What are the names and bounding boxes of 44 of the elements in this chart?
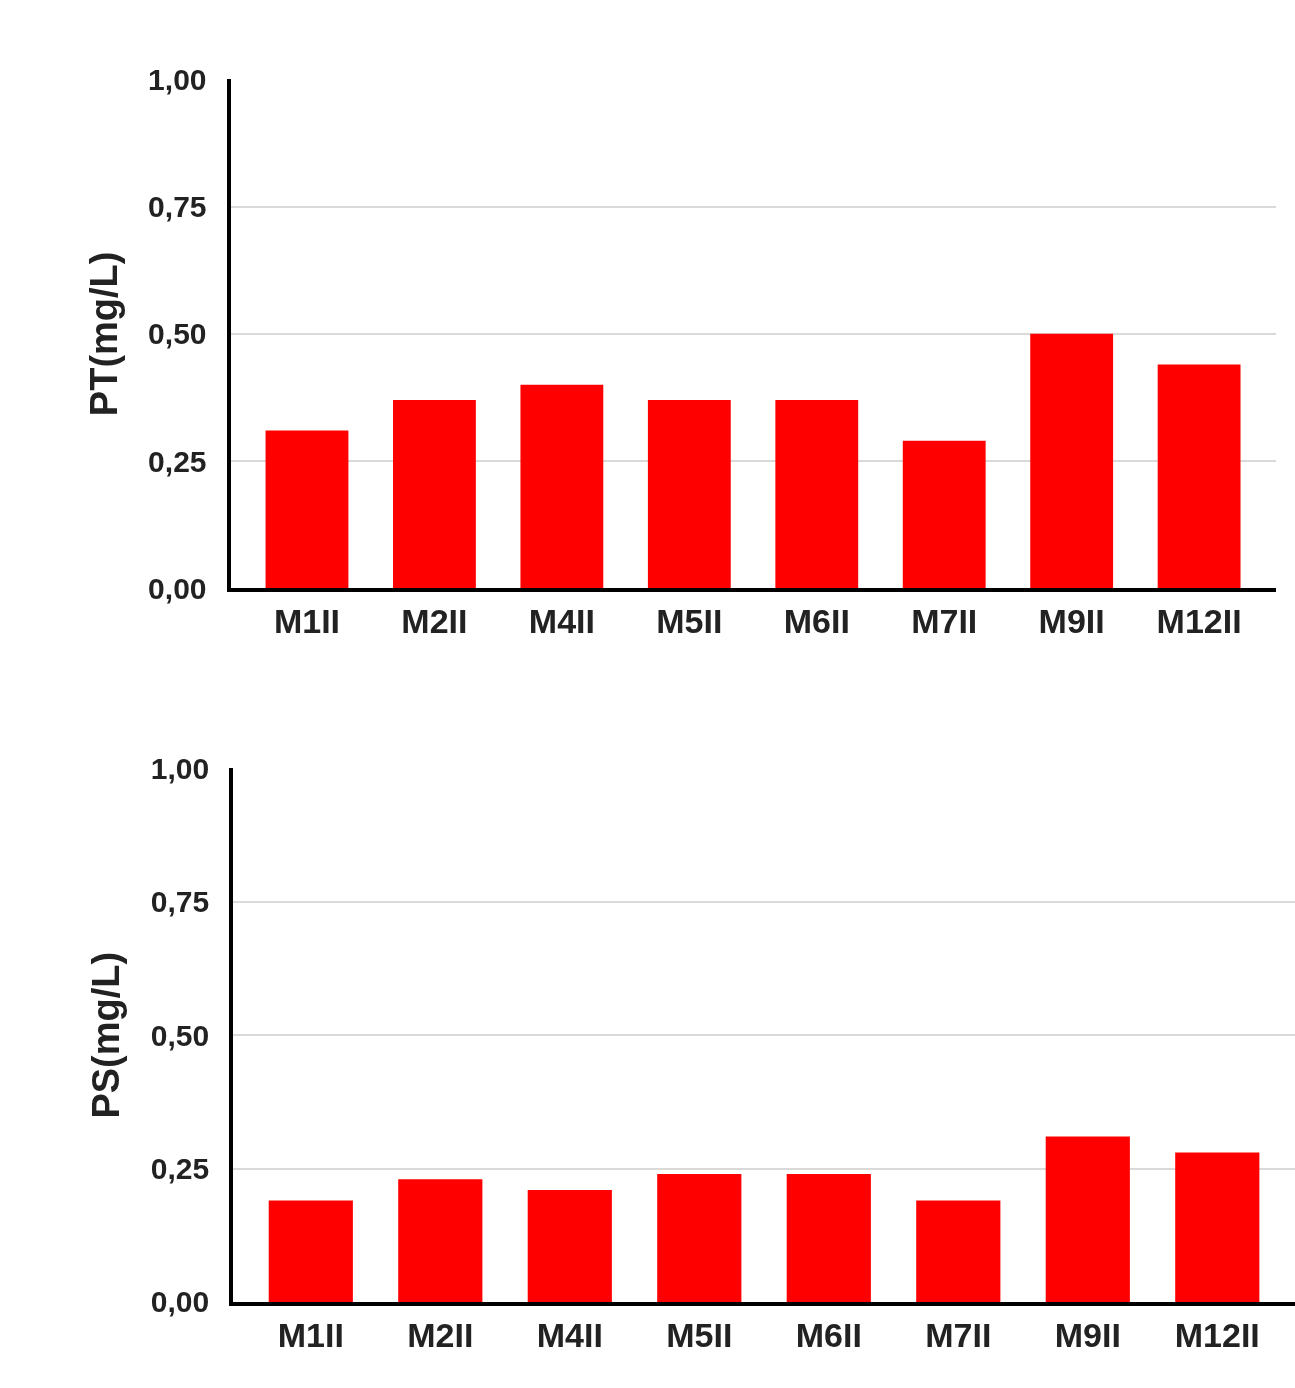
x-tick-label: M6II <box>795 1315 862 1354</box>
x-tick-label: M12II <box>1174 1315 1260 1354</box>
y-tick-label: 0,50 <box>150 1018 210 1052</box>
bar <box>647 400 731 589</box>
x-tick-label: M7II <box>911 602 978 641</box>
x-tick-label: M7II <box>925 1315 992 1354</box>
x-tick-label: M1II <box>273 602 341 641</box>
x-tick-label: M1II <box>277 1315 344 1354</box>
y-tick-label: 0,50 <box>148 317 207 351</box>
x-tick-label: M5II <box>656 602 723 641</box>
y-tick-label: 0,25 <box>150 1152 210 1186</box>
x-tick-label: M9II <box>1038 602 1105 641</box>
x-tick-label: M9II <box>1054 1315 1121 1354</box>
bar <box>902 440 986 589</box>
y-tick-label: 0,00 <box>150 1285 210 1319</box>
y-tick-label: 0,75 <box>150 885 210 919</box>
x-tick-label: M12II <box>1156 602 1242 641</box>
bar <box>393 400 476 589</box>
bar <box>775 400 859 589</box>
y-axis-title: PS(mg/L) <box>85 951 128 1119</box>
bar <box>1175 1152 1260 1302</box>
x-tick-label: M2II <box>407 1315 474 1354</box>
bar <box>1030 333 1114 589</box>
bar <box>1157 364 1241 589</box>
y-tick-label: 0,75 <box>148 190 207 224</box>
bar <box>398 1179 483 1302</box>
bar <box>268 1200 353 1302</box>
bar <box>520 384 604 589</box>
bar <box>786 1173 871 1302</box>
bar <box>657 1173 742 1302</box>
bar <box>1045 1136 1130 1302</box>
y-tick-label: 0,25 <box>148 444 207 478</box>
bar <box>527 1189 612 1302</box>
y-axis-title: PT(mg/L) <box>82 251 125 417</box>
y-tick-label: 0,00 <box>148 571 207 605</box>
x-tick-label: M4II <box>536 1315 603 1354</box>
y-tick-label: 1,00 <box>148 62 207 96</box>
x-tick-label: M5II <box>666 1315 733 1354</box>
x-tick-label: M4II <box>528 602 595 641</box>
bar <box>265 430 349 589</box>
x-tick-label: M2II <box>401 602 468 641</box>
bar <box>916 1200 1001 1302</box>
y-tick-label: 1,00 <box>150 751 210 785</box>
x-tick-label: M6II <box>783 602 850 641</box>
